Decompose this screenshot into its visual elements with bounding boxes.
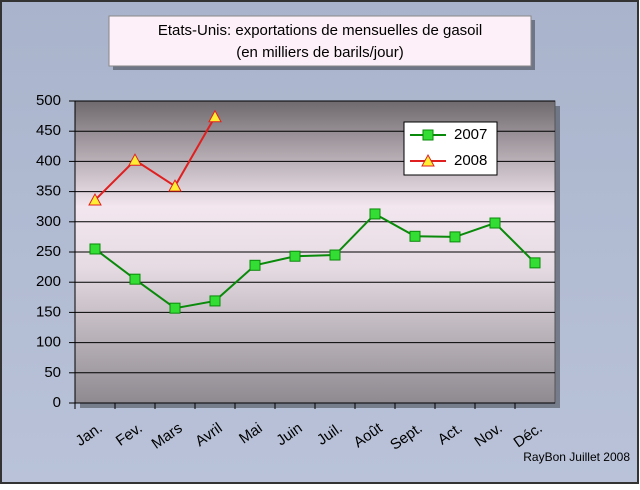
title-box	[108, 15, 532, 67]
marker	[409, 230, 421, 242]
marker	[128, 153, 142, 166]
marker	[169, 302, 181, 314]
marker	[289, 250, 301, 262]
marker	[129, 273, 141, 285]
legend-label: 2008	[454, 152, 487, 169]
y-tick-label: 250	[36, 243, 61, 260]
annotation: RayBon Juillet 2008	[523, 450, 630, 464]
marker	[329, 249, 341, 261]
y-tick-label: 200	[36, 273, 61, 290]
y-tick-label: 300	[36, 213, 61, 230]
marker	[449, 231, 461, 243]
y-tick-label: 400	[36, 152, 61, 169]
legend-marker	[422, 129, 434, 141]
legend-label: 2007	[454, 126, 487, 143]
series-line	[94, 212, 536, 310]
series-line	[94, 116, 216, 201]
marker	[168, 179, 182, 192]
y-tick-label: 100	[36, 334, 61, 351]
y-tick-label: 350	[36, 183, 61, 200]
marker	[489, 217, 501, 229]
legend-box	[403, 121, 498, 176]
y-tick-label: 150	[36, 303, 61, 320]
chart-subtitle: (en milliers de barils/jour)	[236, 44, 404, 61]
legend-marker	[421, 153, 435, 167]
y-tick-label: 500	[36, 92, 61, 109]
marker	[369, 208, 381, 220]
marker	[529, 257, 541, 269]
y-tick-label: 0	[53, 394, 61, 411]
y-tick-label: 450	[36, 122, 61, 139]
marker	[249, 259, 261, 271]
marker	[88, 193, 102, 206]
marker	[208, 109, 222, 123]
marker	[209, 295, 221, 307]
y-tick-label: 50	[44, 364, 61, 381]
chart-title: Etats-Unis: exportations de mensuelles d…	[158, 22, 482, 39]
marker	[89, 243, 101, 255]
